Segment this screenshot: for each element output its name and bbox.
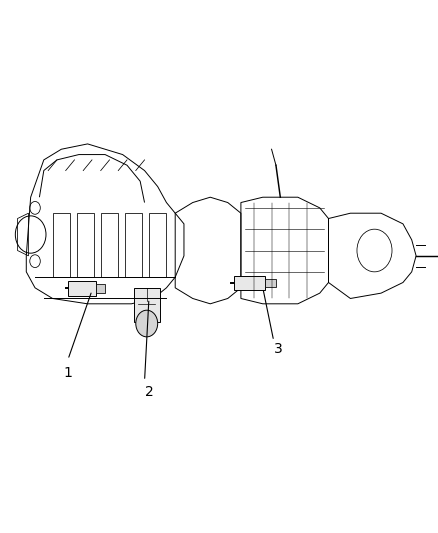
Bar (265, 279, 276, 287)
Bar (134, 288, 160, 322)
Circle shape (136, 310, 158, 337)
Bar (125, 213, 142, 277)
Bar (149, 213, 166, 277)
Text: 3: 3 (274, 342, 283, 356)
Bar (77, 213, 94, 277)
Bar (234, 276, 265, 290)
Text: 2: 2 (145, 385, 153, 399)
Bar (53, 213, 70, 277)
Bar (101, 213, 118, 277)
Bar (96, 284, 105, 293)
Text: 1: 1 (64, 366, 72, 380)
Bar (68, 281, 96, 296)
